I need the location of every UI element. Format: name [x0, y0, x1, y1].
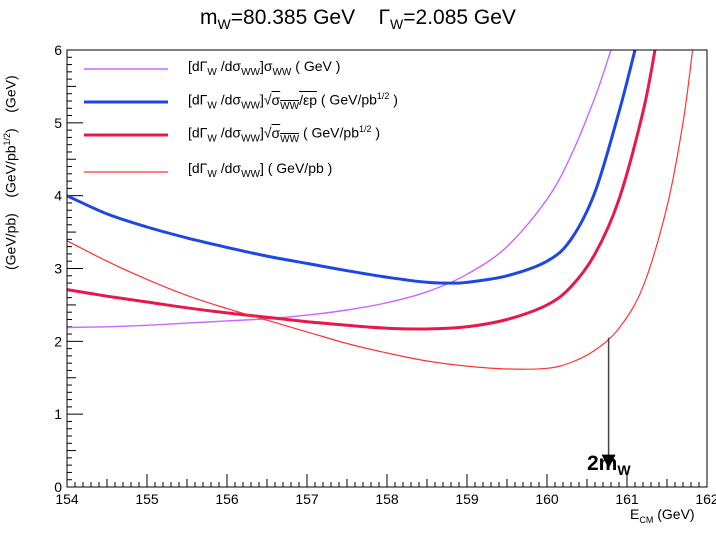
legend-entry-3: [dΓW /dσWW]√σWW ( GeV/pb1/2 ) — [188, 124, 381, 145]
annotation-arrow — [601, 337, 616, 469]
y-tick-label: 4 — [54, 188, 62, 204]
y-tick-label: 0 — [54, 479, 62, 495]
x-tick-label: 156 — [215, 491, 239, 507]
x-tick-label: 158 — [375, 491, 399, 507]
axis-ticks — [66, 49, 708, 488]
series-line-4 — [66, 49, 694, 370]
x-tick-label: 155 — [135, 491, 159, 507]
plot-frame — [66, 49, 708, 488]
y-tick-label: 3 — [54, 261, 62, 277]
y-axis-label: (GeV/pb) (GeV/pb1/2) (GeV) — [2, 75, 19, 270]
x-tick-label: 160 — [535, 491, 559, 507]
x-tick-label: 154 — [55, 491, 79, 507]
legend-entry-2: [dΓW /dσWW]√σWW/εp ( GeV/pb1/2 ) — [188, 91, 398, 112]
series-line-3 — [66, 49, 657, 331]
x-tick-label: 157 — [295, 491, 319, 507]
arrow-head — [601, 454, 616, 469]
annotation-2mw: 2mW — [587, 452, 631, 479]
legend-entry-4: [dΓW /dσWW] ( GeV/pb ) — [188, 160, 333, 180]
series-line-1 — [66, 49, 612, 329]
series-line-2 — [66, 49, 637, 285]
y-tick-label: 5 — [54, 115, 62, 131]
curves — [66, 49, 694, 370]
legend-entry-1: [dΓW /dσWW]σWW ( GeV ) — [188, 58, 341, 78]
chart-title: mW=80.385 GeV ΓW=2.085 GeV — [200, 6, 516, 33]
y-tick-label: 2 — [54, 333, 62, 349]
legend-lines — [84, 68, 168, 173]
x-tick-label: 159 — [455, 491, 479, 507]
x-axis-label: ECM (GeV) — [630, 506, 695, 525]
y-tick-label: 1 — [54, 406, 62, 422]
y-tick-label: 6 — [54, 42, 62, 58]
x-tick-label: 161 — [615, 491, 639, 507]
tick-labels: 154 155 156 157 158 159 160 161 162 0 1 2 3 4 5 6 — [54, 42, 716, 507]
x-tick-label: 162 — [695, 491, 716, 507]
